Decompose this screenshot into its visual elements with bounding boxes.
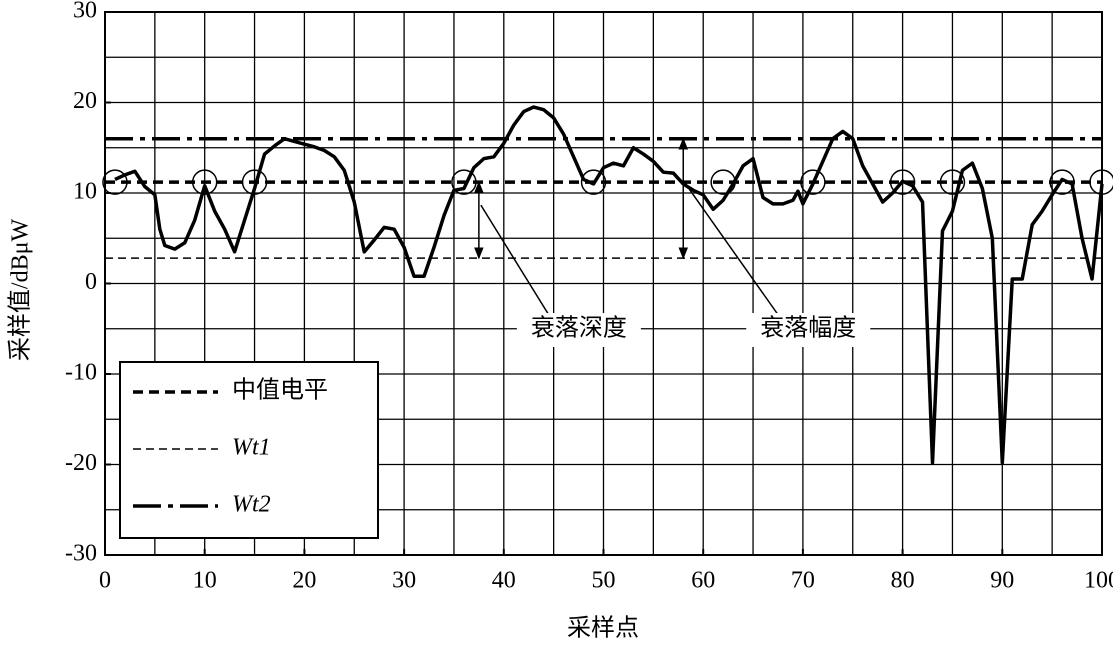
crossing-marker xyxy=(1089,169,1113,195)
y-tick-label: -10 xyxy=(65,360,97,386)
annotation-bg xyxy=(516,313,641,347)
y-tick-label: -30 xyxy=(65,541,97,567)
crossing-marker xyxy=(580,169,607,195)
annotation-label: 衰落深度 xyxy=(531,315,627,342)
y-tick-label: -20 xyxy=(65,450,97,476)
x-tick-label: 100 xyxy=(1084,568,1113,594)
x-tick-label: 50 xyxy=(592,568,616,594)
y-axis-label: 采样值/dBμW xyxy=(7,219,34,362)
crossing-marker xyxy=(889,169,916,195)
x-tick-label: 0 xyxy=(99,568,111,594)
x-tick-label: 80 xyxy=(891,568,915,594)
crossing-marker xyxy=(710,169,736,195)
y-tick-label: 20 xyxy=(73,88,97,114)
crossing-marker xyxy=(1049,169,1075,195)
x-tick-label: 10 xyxy=(193,568,217,594)
x-axis-label: 采样点 xyxy=(567,615,639,642)
legend-box xyxy=(119,361,379,539)
x-tick-label: 30 xyxy=(392,568,416,594)
crossing-marker xyxy=(102,169,128,195)
crossing-marker xyxy=(191,169,218,195)
annotation-leader xyxy=(480,204,550,316)
x-tick-label: 90 xyxy=(990,568,1014,594)
y-tick-label: 30 xyxy=(73,0,97,24)
annotation-label: 衰落幅度 xyxy=(760,315,856,342)
y-tick-label: 0 xyxy=(85,269,97,295)
crossing-marker xyxy=(241,169,268,195)
x-tick-label: 60 xyxy=(691,568,715,594)
crossing-marker xyxy=(800,169,826,195)
x-tick-label: 20 xyxy=(292,568,316,594)
data-line xyxy=(114,105,1104,465)
legend: 中值电平 Wt1 Wt2 xyxy=(119,361,379,539)
legend-label: 中值电平 xyxy=(232,377,328,404)
annotation-bg xyxy=(746,313,871,347)
x-tick-label: 70 xyxy=(791,568,815,594)
annotation-leader xyxy=(684,182,779,316)
legend-label: Wt1 xyxy=(232,435,271,461)
crossing-marker xyxy=(939,169,966,195)
y-tick-label: 10 xyxy=(73,179,97,205)
legend-label: Wt2 xyxy=(232,492,271,518)
x-tick-label: 40 xyxy=(492,568,516,594)
